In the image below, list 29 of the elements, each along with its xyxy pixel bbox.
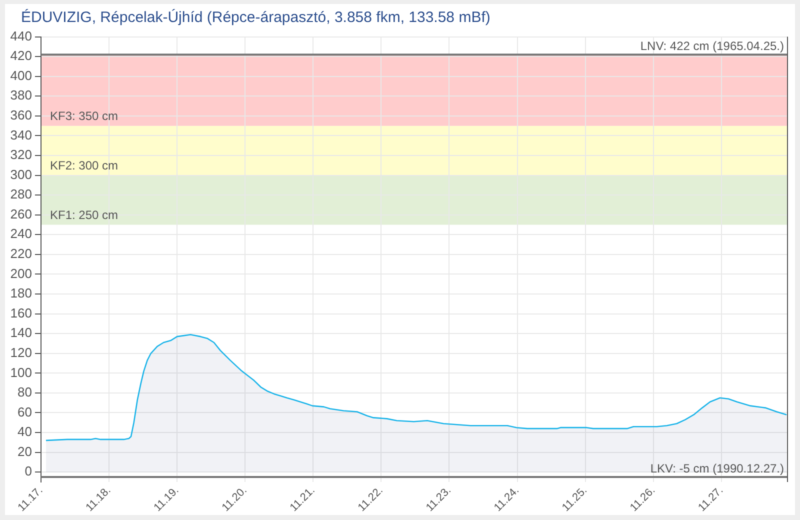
y-tick-label: 280 — [10, 186, 32, 202]
y-tick-label: 240 — [10, 226, 32, 242]
chart-title: ÉDUVIZIG, Répcelak-Újhíd (Répce-árapasztó, 3.858 fkm, 133.58 mBf) — [21, 9, 490, 26]
ref-line-label: LKV: -5 cm (1990.12.27.) — [650, 461, 784, 476]
y-tick-label: 40 — [18, 424, 32, 440]
y-tick-label: 440 — [10, 28, 32, 44]
y-tick-label: 60 — [18, 404, 32, 420]
y-tick-label: 200 — [10, 266, 32, 281]
band-label: KF2: 300 cm — [50, 158, 118, 173]
y-tick-label: 360 — [10, 108, 32, 123]
y-tick-label: 160 — [10, 305, 32, 320]
y-tick-label: 260 — [10, 206, 32, 222]
y-tick-label: 140 — [10, 325, 32, 340]
y-tick-label: 300 — [10, 166, 32, 182]
y-tick-label: 20 — [18, 444, 32, 459]
y-tick-label: 340 — [10, 127, 32, 142]
y-tick-label: 220 — [10, 246, 32, 262]
y-tick-label: 100 — [10, 364, 32, 380]
y-tick-label: 400 — [10, 68, 32, 83]
y-tick-label: 0 — [24, 464, 32, 479]
y-tick-label: 120 — [10, 344, 32, 360]
y-tick-label: 380 — [10, 88, 32, 103]
band-label: KF1: 250 cm — [50, 208, 118, 222]
y-tick-label: 80 — [18, 384, 32, 400]
y-tick-label: 420 — [10, 48, 32, 64]
y-tick-label: 180 — [10, 286, 32, 301]
band-label: KF3: 350 cm — [50, 109, 118, 124]
y-tick-label: 320 — [10, 147, 32, 162]
ref-line-label: LNV: 422 cm (1965.04.25.) — [640, 38, 784, 53]
